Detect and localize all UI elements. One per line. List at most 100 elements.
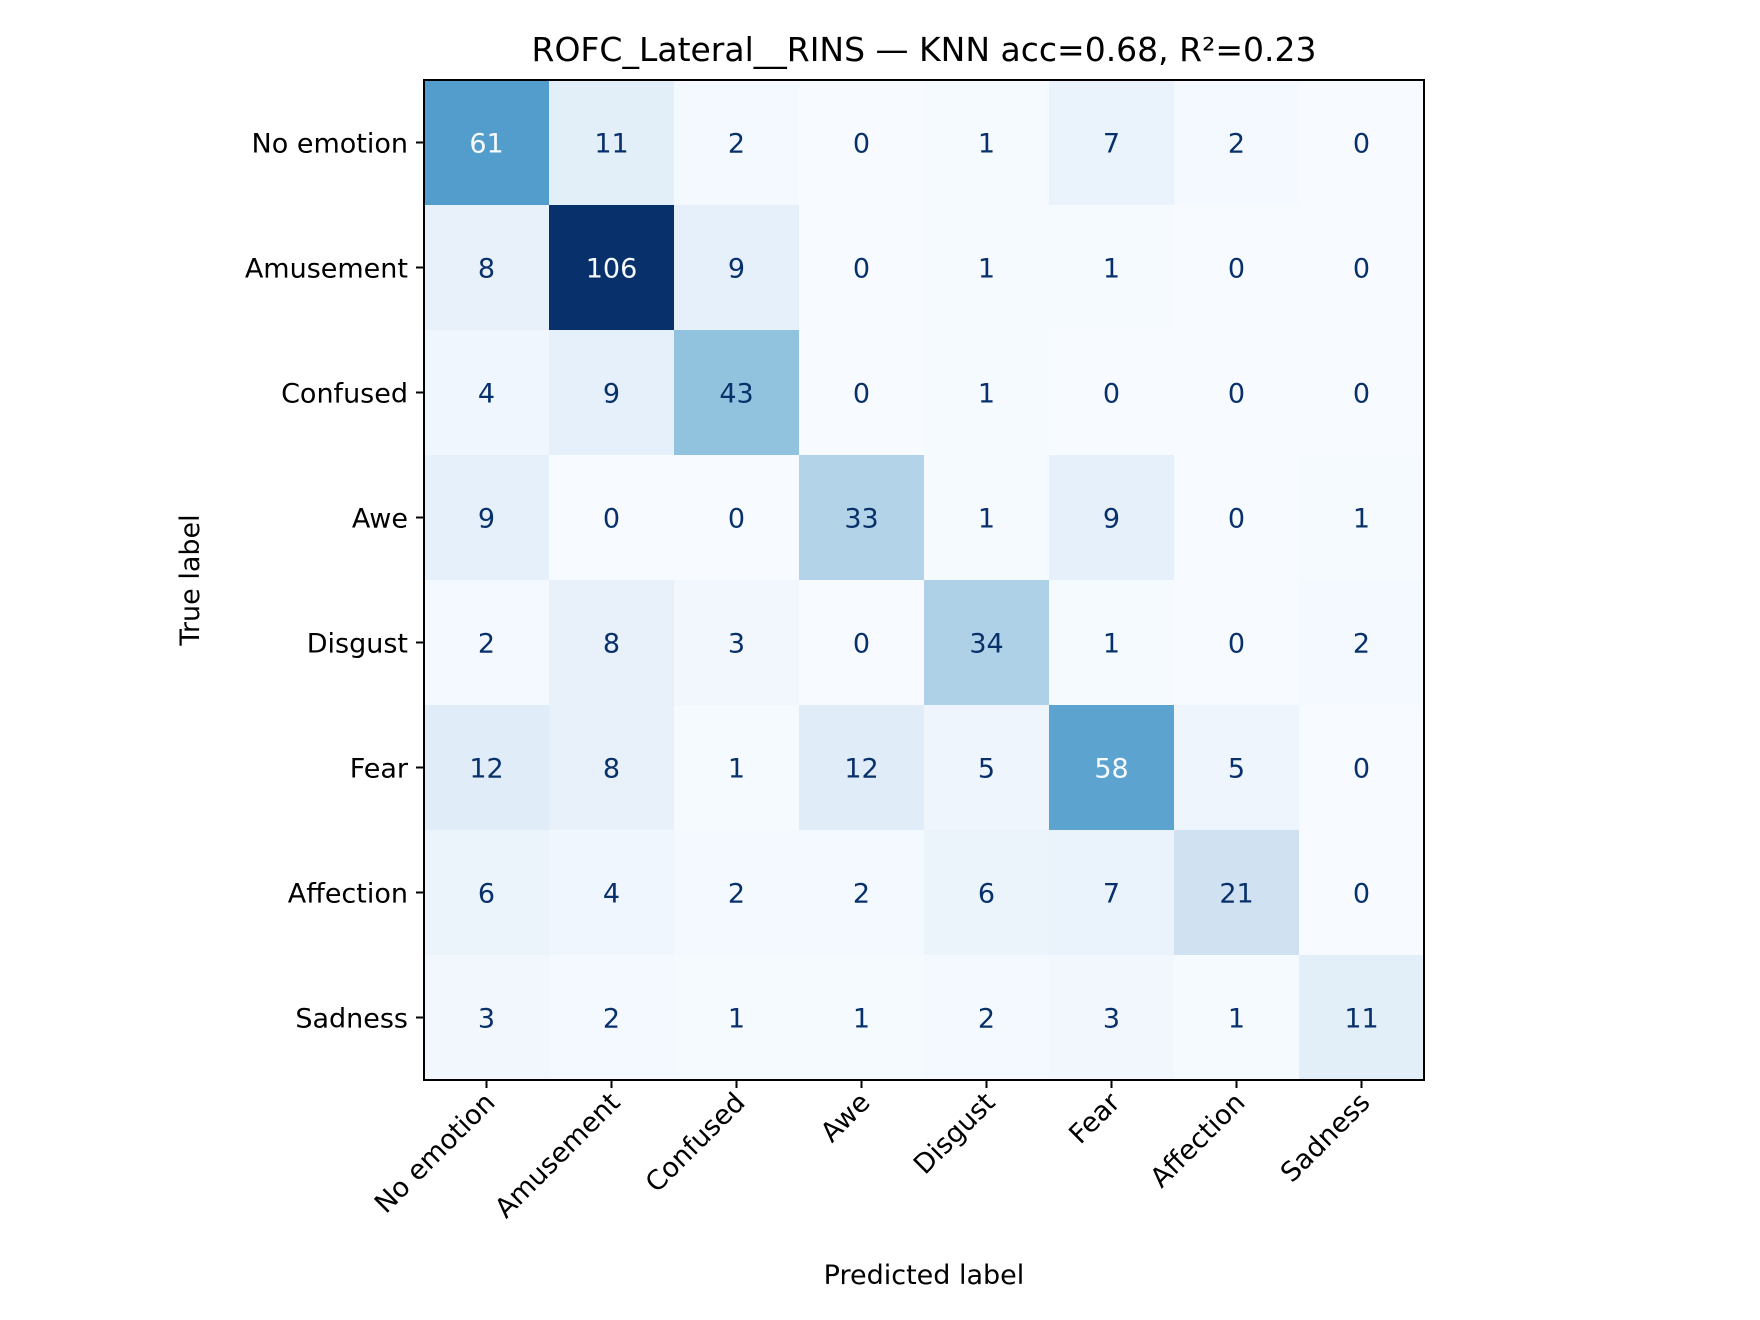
y-tick-label: Awe (352, 504, 408, 535)
heatmap-cell (1174, 455, 1300, 581)
heatmap-cell (1174, 955, 1300, 1081)
y-tick-label: Confused (281, 379, 408, 410)
heatmap-cell (1049, 455, 1175, 581)
cell-value-label: 5 (1228, 754, 1245, 785)
x-tick-label: Sadness (1275, 1087, 1377, 1189)
heatmap-cell (1299, 330, 1425, 456)
heatmap-cell (1049, 705, 1175, 831)
heatmap-cell (1049, 830, 1175, 956)
cell-value-label: 0 (1228, 629, 1245, 660)
heatmap-cell (924, 205, 1050, 331)
heatmap-cell (424, 830, 550, 956)
heatmap-cell (549, 830, 675, 956)
heatmap-cell (674, 455, 800, 581)
cell-value-label: 7 (1103, 129, 1120, 160)
cell-value-labels: 61 11 2 0 1 7 2 08 106 9 0 1 1 0 04 9 43 0 1 0 0 09 0 0 33 1 9 0 12 8… (469, 129, 1378, 1035)
heatmap-cell (1299, 580, 1425, 706)
heatmap-cell (1174, 705, 1300, 831)
heatmap-cell (924, 705, 1050, 831)
heatmap-cell (549, 580, 675, 706)
heatmap-cell (1174, 80, 1300, 206)
y-axis-title: True label (175, 514, 206, 646)
cell-value-label: 9 (728, 254, 745, 285)
heatmap-cell (1174, 205, 1300, 331)
x-tick-label: Disgust (908, 1087, 1002, 1181)
heatmap-cell (549, 955, 675, 1081)
cell-value-label: 3 (478, 1004, 495, 1035)
heatmap-cell (924, 80, 1050, 206)
cell-value-label: 0 (853, 379, 870, 410)
cell-value-label: 2 (478, 629, 495, 660)
heatmap-cell (674, 705, 800, 831)
heatmap-cell (674, 830, 800, 956)
cell-value-label: 2 (603, 1004, 620, 1035)
y-tick-label: Amusement (245, 254, 408, 285)
heatmap-cell (799, 205, 925, 331)
heatmap-cell (549, 705, 675, 831)
cell-value-label: 5 (978, 754, 995, 785)
heatmap-cell (424, 80, 550, 206)
cell-value-label: 12 (469, 754, 503, 785)
heatmap-cell (424, 580, 550, 706)
heatmap-cell (1049, 80, 1175, 206)
cell-value-label: 0 (1353, 129, 1370, 160)
cell-value-label: 34 (969, 629, 1003, 660)
cell-value-label: 12 (844, 754, 878, 785)
cell-value-label: 4 (478, 379, 495, 410)
cell-value-label: 7 (1103, 879, 1120, 910)
cell-value-label: 1 (1103, 254, 1120, 285)
heatmap-cell (549, 455, 675, 581)
cell-value-label: 2 (978, 1004, 995, 1035)
cell-value-label: 43 (719, 379, 753, 410)
cell-value-label: 1 (978, 254, 995, 285)
heatmap-cell (1049, 205, 1175, 331)
cell-value-label: 33 (844, 504, 878, 535)
cell-value-label: 4 (603, 879, 620, 910)
x-tick-label: Fear (1063, 1086, 1127, 1150)
cell-value-label: 1 (728, 1004, 745, 1035)
cell-value-label: 1 (1103, 629, 1120, 660)
cell-value-label: 0 (728, 504, 745, 535)
cell-value-label: 58 (1094, 754, 1128, 785)
chart-title: ROFC_Lateral__RINS — KNN acc=0.68, R²=0.… (532, 30, 1317, 69)
heatmap-cell (674, 955, 800, 1081)
heatmap-cell (549, 205, 675, 331)
heatmap-cell (674, 580, 800, 706)
heatmap-cell (924, 455, 1050, 581)
cell-value-label: 8 (603, 754, 620, 785)
heatmap-cell (549, 80, 675, 206)
heatmap-cell (1174, 580, 1300, 706)
heatmap-cell (1299, 830, 1425, 956)
cell-value-label: 0 (1228, 504, 1245, 535)
cell-value-label: 0 (1353, 379, 1370, 410)
cell-value-label: 0 (1353, 254, 1370, 285)
heatmap-cell (924, 330, 1050, 456)
heatmap-cell (1299, 705, 1425, 831)
x-tick-label: No emotion (369, 1087, 502, 1220)
heatmap-cell (1299, 80, 1425, 206)
x-tick-label: Affection (1144, 1087, 1251, 1194)
plot-frame (423, 79, 1425, 1081)
heatmap-cell (424, 205, 550, 331)
y-tick-label: Disgust (307, 629, 408, 660)
cell-value-label: 0 (1228, 254, 1245, 285)
y-tick-label: No emotion (252, 129, 408, 160)
heatmap-cell (674, 330, 800, 456)
heatmap-cell (424, 955, 550, 1081)
cell-value-label: 8 (478, 254, 495, 285)
heatmap-cell (799, 705, 925, 831)
heatmap-cell (1049, 955, 1175, 1081)
cell-value-label: 2 (728, 879, 745, 910)
heatmap-cell (1299, 205, 1425, 331)
cell-value-label: 21 (1219, 879, 1253, 910)
cell-value-label: 2 (853, 879, 870, 910)
cell-value-label: 2 (1228, 129, 1245, 160)
cell-value-label: 0 (853, 629, 870, 660)
cell-value-label: 2 (1353, 629, 1370, 660)
heatmap-cell (674, 205, 800, 331)
heatmap-cells (424, 80, 1425, 1081)
cell-value-label: 9 (478, 504, 495, 535)
heatmap-cell (799, 955, 925, 1081)
y-tick-label: Affection (288, 879, 408, 910)
